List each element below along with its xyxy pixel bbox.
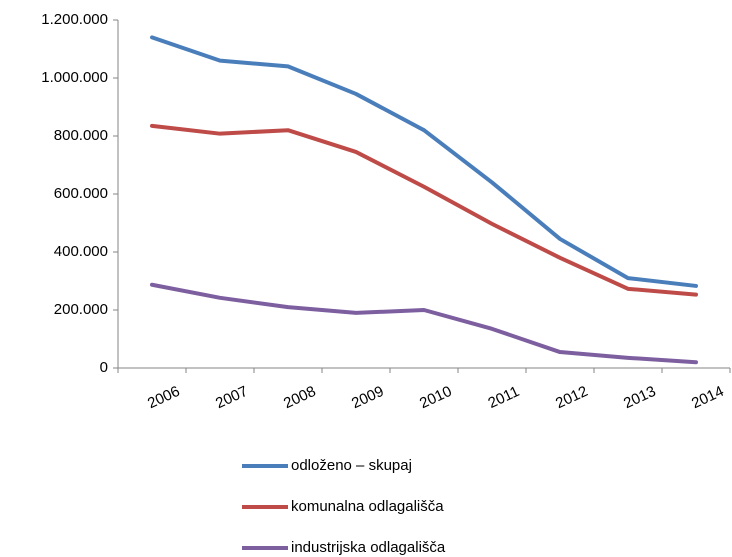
x-tick-label: 2012 [553, 383, 590, 413]
line-series [150, 35, 698, 288]
x-tick-label: 2011 [486, 383, 522, 412]
y-tick-label: 400.000 [54, 243, 108, 260]
legend-label: industrijska odlagališča [291, 539, 446, 556]
x-tick-label: 2008 [281, 383, 318, 413]
x-tick-label: 2014 [689, 383, 726, 413]
legend-label: komunalna odlagališča [291, 498, 444, 515]
x-tick-label: 2010 [417, 383, 454, 413]
line-series [150, 123, 698, 297]
x-tick-label: 2006 [145, 383, 182, 413]
y-tick-label: 0 [100, 359, 108, 376]
y-tick-label: 1.000.000 [41, 69, 108, 86]
legend-label: odloženo – skupaj [291, 457, 412, 474]
x-tick-label: 2009 [349, 383, 386, 413]
line-series [150, 282, 698, 365]
y-tick-label: 600.000 [54, 185, 108, 202]
x-tick-label: 2013 [621, 383, 658, 413]
x-tick-label: 2007 [213, 383, 250, 413]
y-tick-label: 800.000 [54, 127, 108, 144]
y-tick-label: 1.200.000 [41, 11, 108, 28]
y-tick-label: 200.000 [54, 301, 108, 318]
